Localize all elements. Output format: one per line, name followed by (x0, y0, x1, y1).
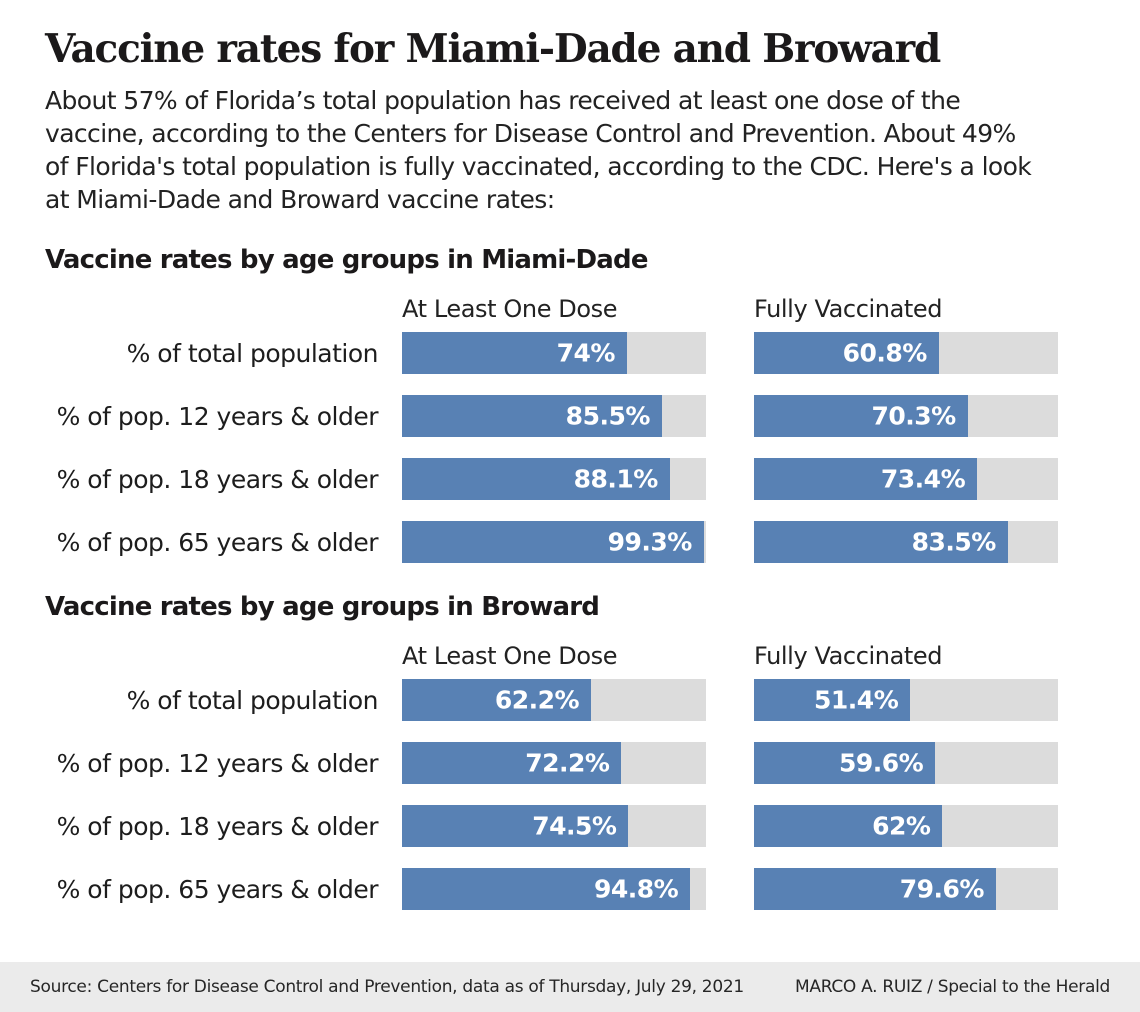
column-headers: At Least One Dose Fully Vaccinated (45, 294, 1095, 324)
bar-fill-one-dose: 74.5% (402, 805, 629, 847)
section-title-miami-dade: Vaccine rates by age groups in Miami-Dad… (45, 245, 649, 275)
bar-value-label: 70.3% (871, 401, 956, 431)
bar-track-fully-vaccinated: 79.6% (754, 868, 1058, 910)
bar-row-18-older: % of pop. 18 years & older 88.1% 73.4% (45, 458, 1095, 500)
bar-fill-one-dose: 72.2% (402, 742, 622, 784)
bar-track-fully-vaccinated: 70.3% (754, 395, 1058, 437)
column-header-fully-vaccinated: Fully Vaccinated (754, 642, 943, 670)
intro-line: at Miami-Dade and Broward vaccine rates: (45, 185, 555, 214)
bar-value-label: 59.6% (838, 748, 924, 778)
bar-track-fully-vaccinated: 51.4% (754, 679, 1058, 721)
bar-fill-fully-vaccinated: 73.4% (754, 458, 978, 500)
intro-text: About 57% of Florida’s total population … (45, 84, 1095, 216)
bar-value-label: 73.4% (880, 464, 966, 494)
intro-line: About 57% of Florida’s total population … (45, 86, 961, 115)
intro-line: of Florida's total population is fully v… (45, 152, 1032, 181)
column-header-fully-vaccinated: Fully Vaccinated (754, 295, 943, 323)
row-label: % of pop. 12 years & older (56, 748, 379, 778)
bar-fill-one-dose: 99.3% (402, 521, 704, 563)
bar-row-12-older: % of pop. 12 years & older 85.5% 70.3% (45, 395, 1095, 437)
intro-line: vaccine, according to the Centers for Di… (45, 119, 1016, 148)
row-label: % of pop. 18 years & older (56, 464, 379, 494)
chart-miami-dade: Vaccine rates by age groups in Miami-Dad… (45, 244, 1095, 563)
bar-track-fully-vaccinated: 60.8% (754, 332, 1058, 374)
bar-row-65-older: % of pop. 65 years & older 94.8% 79.6% (45, 868, 1095, 910)
bar-value-label: 88.1% (573, 464, 659, 494)
bar-row-total-population: % of total population 74% 60.8% (45, 332, 1095, 374)
bar-fill-one-dose: 88.1% (402, 458, 670, 500)
bar-value-label: 83.5% (911, 527, 997, 557)
bar-value-label: 74% (556, 338, 616, 368)
bar-fill-one-dose: 62.2% (402, 679, 592, 721)
column-header-one-dose: At Least One Dose (402, 295, 618, 323)
bar-rows: % of total population 62.2% 51.4% % of p… (45, 679, 1095, 910)
bar-track-fully-vaccinated: 59.6% (754, 742, 1058, 784)
source-note: Source: Centers for Disease Control and … (30, 977, 744, 997)
bar-value-label: 60.8% (842, 338, 928, 368)
bar-fill-one-dose: 74% (402, 332, 627, 374)
row-label: % of pop. 65 years & older (56, 527, 379, 557)
row-label: % of pop. 18 years & older (56, 811, 379, 841)
bar-track-one-dose: 74.5% (402, 805, 706, 847)
bar-row-total-population: % of total population 62.2% 51.4% (45, 679, 1095, 721)
bar-fill-fully-vaccinated: 79.6% (754, 868, 996, 910)
bar-rows: % of total population 74% 60.8% % of pop… (45, 332, 1095, 563)
bar-track-one-dose: 85.5% (402, 395, 706, 437)
bar-track-one-dose: 99.3% (402, 521, 706, 563)
bar-fill-fully-vaccinated: 83.5% (754, 521, 1008, 563)
bar-track-fully-vaccinated: 62% (754, 805, 1058, 847)
bar-value-label: 94.8% (593, 874, 679, 904)
header-spacer (45, 641, 378, 671)
bar-track-fully-vaccinated: 73.4% (754, 458, 1058, 500)
credit-line: MARCO A. RUIZ / Special to the Herald (795, 977, 1110, 997)
header-spacer (45, 294, 378, 324)
bar-fill-one-dose: 85.5% (402, 395, 662, 437)
bar-fill-one-dose: 94.8% (402, 868, 691, 910)
bar-track-one-dose: 72.2% (402, 742, 706, 784)
bar-value-label: 51.4% (814, 685, 899, 715)
row-label: % of total population (126, 338, 379, 368)
bar-value-label: 62% (872, 811, 931, 841)
bar-row-18-older: % of pop. 18 years & older 74.5% 62% (45, 805, 1095, 847)
bar-value-label: 72.2% (525, 748, 610, 778)
bar-track-one-dose: 74% (402, 332, 706, 374)
bar-track-one-dose: 62.2% (402, 679, 706, 721)
footer-bar: Source: Centers for Disease Control and … (0, 962, 1140, 1012)
bar-fill-fully-vaccinated: 59.6% (754, 742, 936, 784)
section-title-broward: Vaccine rates by age groups in Broward (45, 592, 600, 622)
row-label: % of total population (126, 685, 379, 715)
bar-value-label: 85.5% (565, 401, 651, 431)
bar-value-label: 62.2% (494, 685, 580, 715)
bar-fill-fully-vaccinated: 51.4% (754, 679, 911, 721)
bar-row-65-older: % of pop. 65 years & older 99.3% 83.5% (45, 521, 1095, 563)
bar-track-one-dose: 88.1% (402, 458, 706, 500)
content-area: Vaccine rates for Miami-Dade and Broward… (45, 26, 1095, 910)
column-headers: At Least One Dose Fully Vaccinated (45, 641, 1095, 671)
column-header-one-dose: At Least One Dose (402, 642, 618, 670)
bar-value-label: 99.3% (607, 527, 693, 557)
bar-fill-fully-vaccinated: 62% (754, 805, 943, 847)
row-label: % of pop. 12 years & older (56, 401, 379, 431)
page-title: Vaccine rates for Miami-Dade and Broward (45, 26, 941, 72)
bar-track-one-dose: 94.8% (402, 868, 706, 910)
bar-track-fully-vaccinated: 83.5% (754, 521, 1058, 563)
bar-value-label: 79.6% (899, 874, 985, 904)
bar-fill-fully-vaccinated: 70.3% (754, 395, 968, 437)
bar-value-label: 74.5% (532, 811, 617, 841)
chart-broward: Vaccine rates by age groups in Broward A… (45, 591, 1095, 910)
bar-fill-fully-vaccinated: 60.8% (754, 332, 939, 374)
bar-row-12-older: % of pop. 12 years & older 72.2% 59.6% (45, 742, 1095, 784)
row-label: % of pop. 65 years & older (56, 874, 379, 904)
